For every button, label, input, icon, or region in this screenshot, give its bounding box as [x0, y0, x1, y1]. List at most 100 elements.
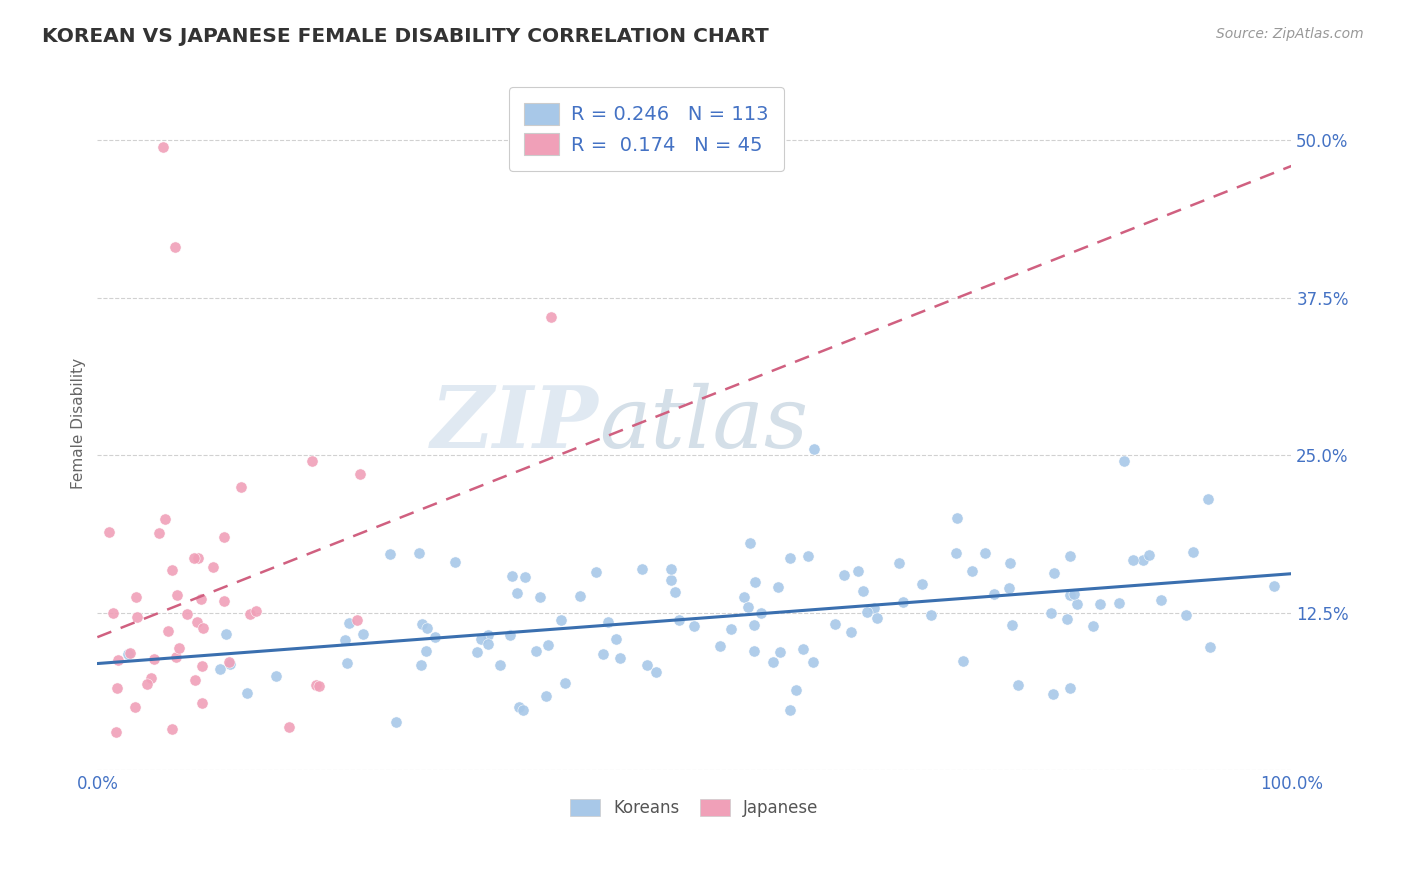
Point [336, 656, 359, 670]
Point [229, 480, 252, 494]
Point [733, 590, 755, 604]
Point [946, 511, 969, 525]
Point [489, 658, 512, 673]
Point [592, 647, 614, 661]
Point [236, 686, 259, 700]
Point [524, 644, 547, 658]
Point [218, 655, 240, 669]
Point [148, 526, 170, 541]
Point [797, 549, 820, 563]
Point [1039, 607, 1062, 621]
Point [744, 574, 766, 589]
Point [184, 673, 207, 688]
Point [105, 725, 128, 739]
Point [1263, 579, 1285, 593]
Point [186, 615, 208, 630]
Point [411, 617, 433, 632]
Point [740, 536, 762, 550]
Point [998, 556, 1021, 570]
Point [1199, 640, 1222, 655]
Point [118, 646, 141, 660]
Point [585, 565, 607, 579]
Point [301, 454, 323, 468]
Point [720, 622, 742, 636]
Point [550, 613, 572, 627]
Point [117, 647, 139, 661]
Point [125, 610, 148, 624]
Text: atlas: atlas [599, 383, 808, 465]
Point [308, 679, 330, 693]
Point [846, 564, 869, 578]
Text: ZIP: ZIP [432, 382, 599, 466]
Point [1088, 597, 1111, 611]
Point [477, 637, 499, 651]
Point [911, 577, 934, 591]
Point [264, 669, 287, 683]
Point [803, 442, 825, 456]
Point [659, 562, 682, 576]
Point [101, 606, 124, 620]
Point [105, 681, 128, 695]
Point [97, 524, 120, 539]
Point [540, 310, 562, 324]
Point [974, 546, 997, 560]
Point [191, 659, 214, 673]
Point [506, 586, 529, 600]
Point [952, 654, 974, 668]
Point [1042, 688, 1064, 702]
Point [983, 587, 1005, 601]
Point [645, 665, 668, 680]
Point [465, 645, 488, 659]
Point [709, 639, 731, 653]
Point [201, 560, 224, 574]
Point [477, 627, 499, 641]
Point [278, 720, 301, 734]
Point [508, 699, 530, 714]
Point [1182, 544, 1205, 558]
Point [143, 652, 166, 666]
Point [408, 546, 430, 560]
Point [415, 644, 437, 658]
Point [1056, 612, 1078, 626]
Point [423, 630, 446, 644]
Point [125, 590, 148, 604]
Point [554, 676, 576, 690]
Point [742, 618, 765, 632]
Point [683, 618, 706, 632]
Point [1059, 588, 1081, 602]
Point [893, 594, 915, 608]
Point [1001, 617, 1024, 632]
Point [499, 628, 522, 642]
Point [183, 551, 205, 566]
Point [191, 621, 214, 635]
Point [1108, 596, 1130, 610]
Point [349, 467, 371, 481]
Point [160, 722, 183, 736]
Point [215, 627, 238, 641]
Y-axis label: Female Disability: Female Disability [72, 359, 86, 490]
Point [761, 655, 783, 669]
Point [779, 551, 801, 566]
Point [305, 678, 328, 692]
Point [1114, 454, 1136, 468]
Point [208, 662, 231, 676]
Point [529, 590, 551, 604]
Point [1066, 597, 1088, 611]
Point [865, 610, 887, 624]
Point [742, 644, 765, 658]
Point [166, 588, 188, 602]
Point [664, 585, 686, 599]
Point [1042, 566, 1064, 581]
Point [141, 671, 163, 685]
Text: KOREAN VS JAPANESE FEMALE DISABILITY CORRELATION CHART: KOREAN VS JAPANESE FEMALE DISABILITY COR… [42, 27, 769, 45]
Text: Source: ZipAtlas.com: Source: ZipAtlas.com [1216, 27, 1364, 41]
Point [411, 657, 433, 672]
Point [378, 548, 401, 562]
Point [187, 551, 209, 566]
Point [385, 715, 408, 730]
Point [415, 621, 437, 635]
Point [596, 615, 619, 629]
Point [136, 677, 159, 691]
Point [167, 640, 190, 655]
Point [962, 564, 984, 578]
